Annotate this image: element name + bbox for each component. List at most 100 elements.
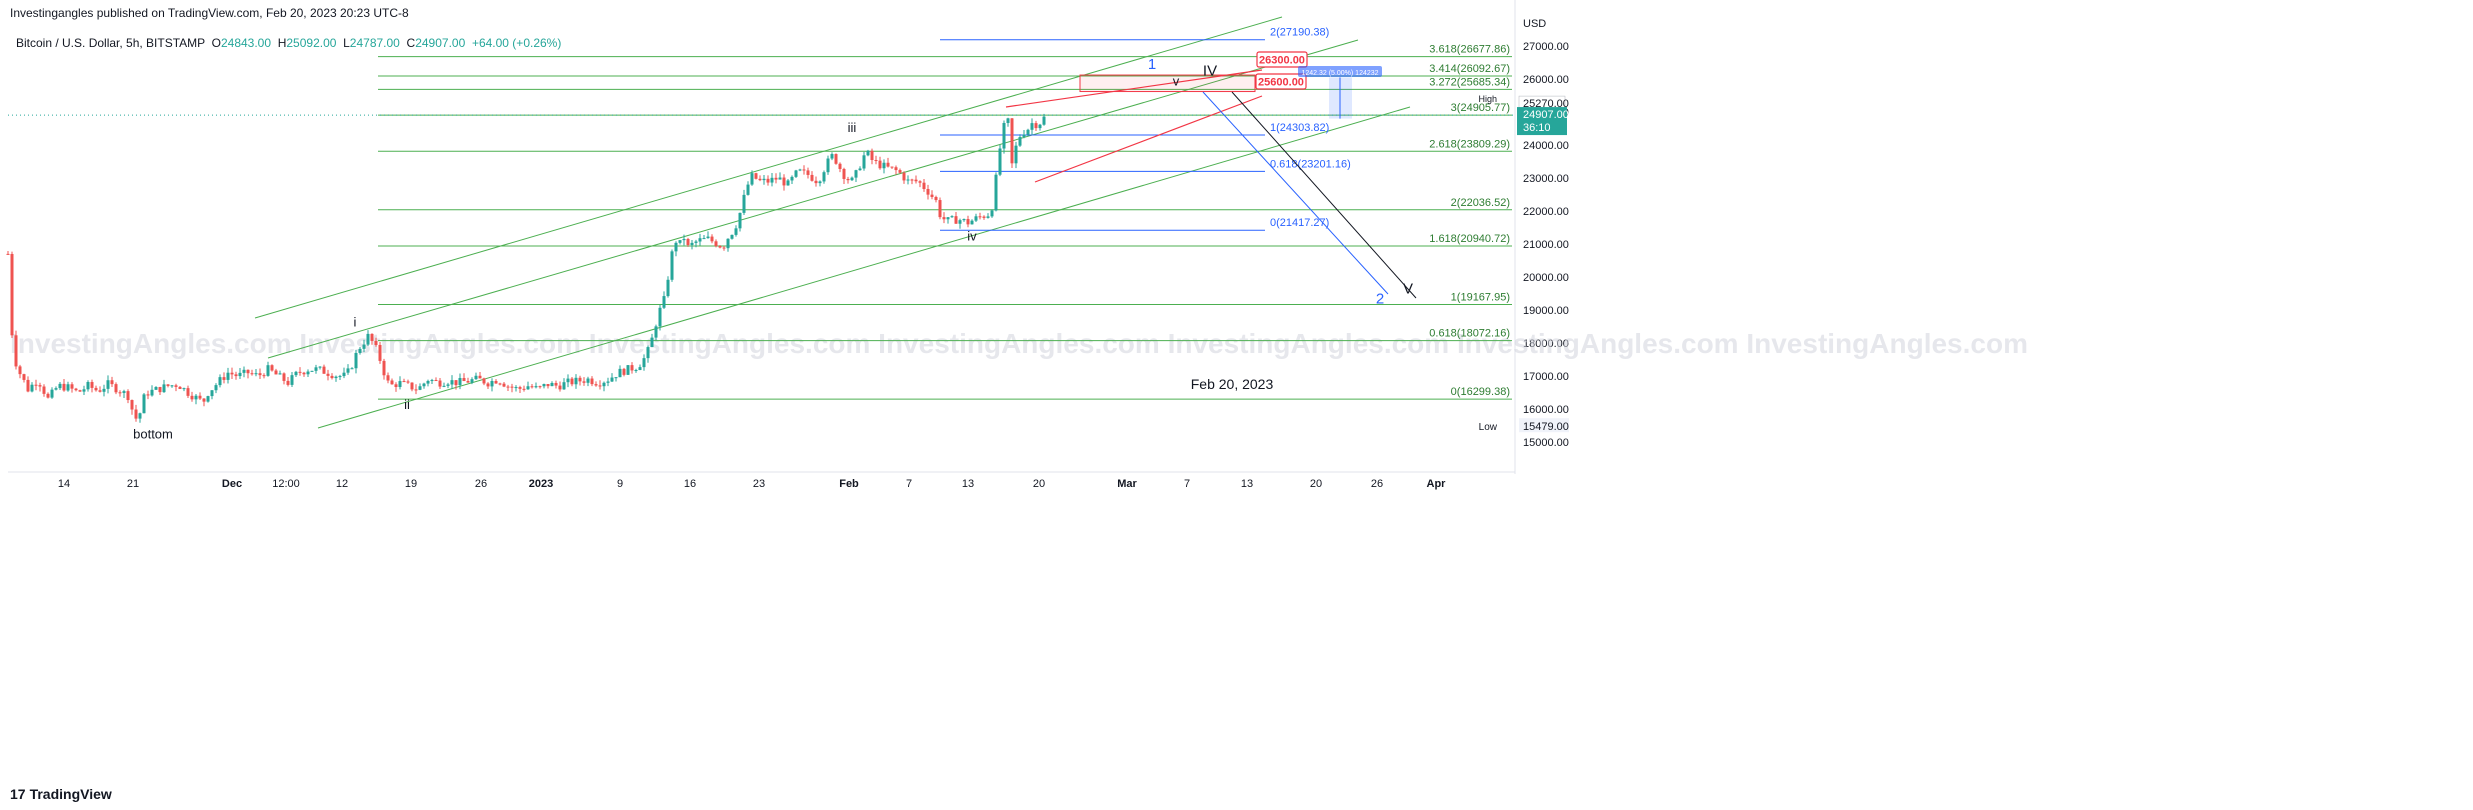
candle-body [70,384,74,389]
candle-body [170,385,174,387]
x-tick-label: 23 [753,478,765,490]
candle-body [630,365,634,371]
candle-body [726,238,730,249]
fib-level-label: 3.414(26092.67) [1429,63,1510,75]
candle-body [22,374,26,380]
candle-body [774,177,778,180]
candle-body [590,378,594,385]
candle-body [242,369,246,373]
candle-body [226,372,230,380]
candle-body [582,381,586,383]
candle-body [198,395,202,399]
candle-body [634,370,638,372]
tradingview-logo[interactable]: 17 TradingView [10,786,112,802]
candle-body [122,391,126,393]
candle-body [378,344,382,361]
candle-body [554,382,558,386]
candle-body [766,178,770,183]
candle-body [806,170,810,175]
candle-body [46,393,50,398]
candle-body [890,166,894,168]
candle-body [110,380,114,385]
close-value: 24907.00 [415,36,466,50]
wave-label: V [1403,281,1413,298]
candle-body [954,216,958,224]
candle-body [18,366,22,375]
candle-body [602,382,606,387]
candle-body [6,253,10,255]
candle-body [394,384,398,387]
candle-body [722,247,726,249]
candle-body [742,194,746,213]
x-tick-label: 14 [58,478,70,490]
candle-body [494,381,498,384]
candle-body [446,384,450,386]
candle-body [838,163,842,169]
candle-body [826,158,830,173]
wave-label: iii [848,120,857,135]
candle-body [810,174,814,181]
candle-body [622,368,626,375]
candle-body [318,366,322,368]
candle-body [66,384,70,391]
candle-body [498,383,502,385]
open-label: O [211,36,221,50]
x-tick-label: 13 [1241,478,1253,490]
candle-body [718,246,722,248]
candle-body [698,238,702,242]
candle-body [418,386,422,390]
blue-fib-label: 1(24303.82) [1270,122,1329,134]
fib-level-label: 1(19167.95) [1451,291,1510,303]
x-tick-label: Mar [1117,478,1137,490]
candle-body [706,236,710,239]
candle-body [822,172,826,182]
candle-body [294,371,298,376]
candle-body [366,333,370,345]
candle-body [1018,137,1022,146]
candle-body [434,380,438,382]
candle-body [522,388,526,390]
y-tick-label: 27000.00 [1523,41,1569,53]
candle-body [186,388,190,396]
candle-body [770,177,774,183]
candle-body [126,391,130,401]
x-tick-label: 2023 [529,478,553,490]
channel-line [254,16,1283,319]
candle-body [342,372,346,377]
candle-body [1014,145,1018,164]
candle-body [442,385,446,387]
candle-body [286,380,290,385]
candle-body [86,381,90,390]
candle-body [586,378,590,383]
x-tick-label: 26 [1371,478,1383,490]
candle-body [334,376,338,379]
candle-body [406,381,410,383]
candle-body [490,381,494,387]
x-tick-label: 19 [405,478,417,490]
high-value: 25092.00 [286,36,337,50]
candle-body [546,384,550,387]
candle-body [710,236,714,242]
candle-body [282,373,286,381]
x-tick-label: 12:00 [272,478,300,490]
low-value: 24787.00 [349,36,400,50]
candle-body [918,181,922,183]
candle-body [398,381,402,387]
candle-body [210,390,214,397]
wave-label: ii [404,397,410,412]
candle-body [1042,116,1046,125]
candle-body [594,384,598,386]
candle-body [34,384,38,386]
candle-body [786,180,790,186]
candle-body [758,178,762,181]
candle-body [734,228,738,235]
x-tick-label: 26 [475,478,487,490]
candle-body [306,371,310,375]
candle-body [654,326,658,338]
candle-body [266,365,270,376]
candle-body [230,372,234,375]
candle-body [90,381,94,388]
candle-body [82,389,86,392]
x-tick-label: 7 [1184,478,1190,490]
